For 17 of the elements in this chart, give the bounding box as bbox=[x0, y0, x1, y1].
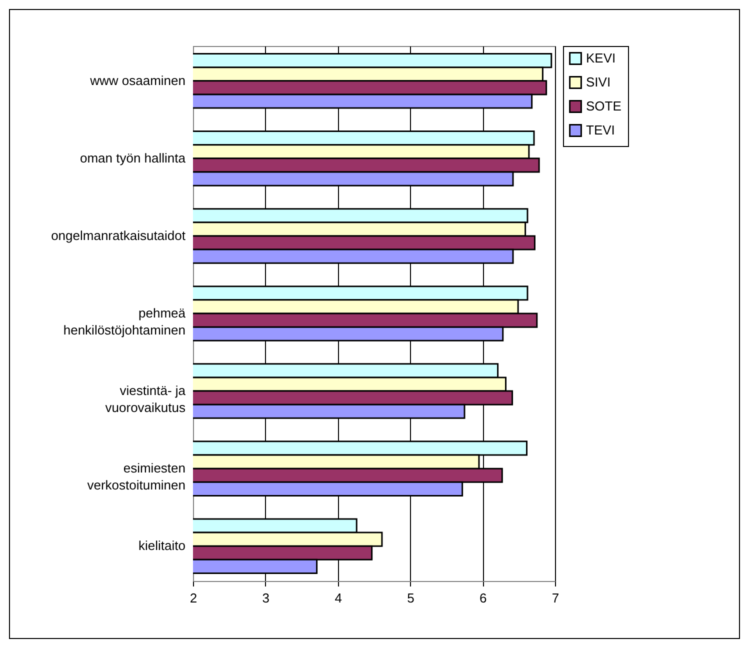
y-tick-label: viestintä- ja vuorovaikutus bbox=[105, 383, 186, 416]
x-tick-label: 6 bbox=[479, 590, 487, 606]
y-tick-label: www osaaminen bbox=[89, 72, 186, 88]
x-tick-label: 2 bbox=[190, 590, 198, 606]
x-tick-label: 5 bbox=[407, 590, 414, 606]
y-tick-label: kielitaito bbox=[138, 538, 186, 554]
legend-label: SIVI bbox=[586, 74, 611, 90]
legend-label: KEVI bbox=[586, 50, 616, 66]
legend-label: TEVI bbox=[586, 122, 615, 138]
x-tick-label: 4 bbox=[334, 590, 342, 606]
x-tick-label: 7 bbox=[552, 590, 560, 606]
y-tick-label: ongelmanratkaisutaidot bbox=[51, 228, 186, 243]
x-tick-label: 3 bbox=[262, 590, 270, 606]
y-tick-label: esimiesten verkostoituminen bbox=[87, 460, 186, 493]
legend-label: SOTE bbox=[586, 98, 622, 114]
y-tick-label: pehmeä henkilöstöjohtaminen bbox=[63, 306, 186, 338]
y-tick-label: oman työn hallinta bbox=[80, 150, 186, 166]
